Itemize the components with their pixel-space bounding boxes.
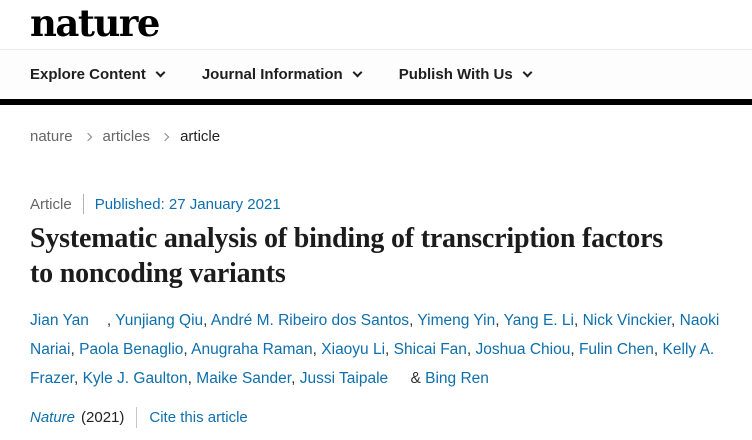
author-link[interactable]: Shicai Fan [393,341,467,358]
cite-row: Nature (2021) Cite this article [30,407,752,428]
author-separator: , [187,370,197,387]
author-separator: , [466,341,476,358]
author-link[interactable]: Naoki Nariai [30,312,720,358]
author-link[interactable]: Nick Vinckier [582,312,672,329]
breadcrumb: nature articles article [30,128,752,145]
author-separator: & [406,370,426,387]
author-separator: , [495,312,504,329]
journal-link[interactable]: Nature [30,409,76,426]
author-list: Jian Yan, Yunjiang Qiu, André M. Ribeiro… [30,306,738,393]
nav-item-label: Journal Information [201,66,343,83]
brand-divider-bar [0,99,752,105]
author-separator: , [653,341,663,358]
author-link[interactable]: Kelly A. Frazer [30,341,715,387]
article-meta-row: Article Published: 27 January 2021 [30,194,752,214]
author-link[interactable]: André M. Ribeiro dos Santos [210,312,410,329]
chevron-right-icon [83,132,92,142]
article-type-label: Article [30,195,72,213]
nature-logo[interactable]: nature [30,1,160,45]
author-separator: , [409,312,418,329]
author-separator: , [106,312,116,329]
author-separator: , [570,341,579,358]
cite-this-article-link[interactable]: Cite this article [149,409,248,426]
site-header: nature [0,0,752,50]
author-link[interactable]: Fulin Chen [578,341,654,358]
chevron-right-icon [160,132,170,142]
nav-item-publish-with-us[interactable]: Publish With Us [398,66,533,83]
author-separator: , [183,341,192,358]
nav-item-label: Publish With Us [398,66,513,83]
published-date-link[interactable]: Published: 27 January 2021 [94,195,281,213]
article-title: Systematic analysis of binding of transc… [30,223,664,289]
chevron-down-icon [352,67,363,78]
breadcrumb-link-nature[interactable]: nature [30,128,73,145]
nav-item-label: Explore Content [30,66,146,83]
author-link[interactable]: Yunjiang Qiu [115,312,204,329]
author-link[interactable]: Yimeng Yin [417,312,496,329]
author-separator: , [203,312,211,329]
author-separator: , [385,341,394,358]
chevron-down-icon [155,67,166,78]
author-link[interactable]: Bing Ren [425,370,489,387]
vertical-divider [82,194,84,214]
author-link[interactable]: Maike Sander [196,370,292,387]
author-separator: , [671,312,680,329]
article-main: Article Published: 27 January 2021 Syste… [0,194,752,428]
author-link[interactable]: Kyle J. Gaulton [82,370,188,387]
author-link[interactable]: Xiaoyu Li [321,341,386,358]
journal-year: (2021) [81,409,125,426]
author-link[interactable]: Jussi Taipale [299,370,389,387]
main-nav: Explore Content Journal Information Publ… [0,50,752,99]
nav-item-journal-information[interactable]: Journal Information [201,66,363,83]
breadcrumb-link-articles[interactable]: articles [102,128,151,145]
chevron-down-icon [522,67,533,78]
author-link[interactable]: Yang E. Li [503,312,574,329]
author-separator: , [573,312,583,329]
breadcrumb-current: article [180,128,221,145]
nav-item-explore-content[interactable]: Explore Content [30,66,166,83]
author-separator: , [73,370,83,387]
vertical-divider [136,407,138,428]
author-link[interactable]: Jian Yan [30,312,89,329]
author-link[interactable]: Paola Benaglio [79,341,184,358]
author-separator: , [70,341,80,358]
author-separator: , [291,370,300,387]
author-separator: , [312,341,322,358]
author-link[interactable]: Anugraha Raman [191,341,313,358]
author-link[interactable]: Joshua Chiou [475,341,571,358]
